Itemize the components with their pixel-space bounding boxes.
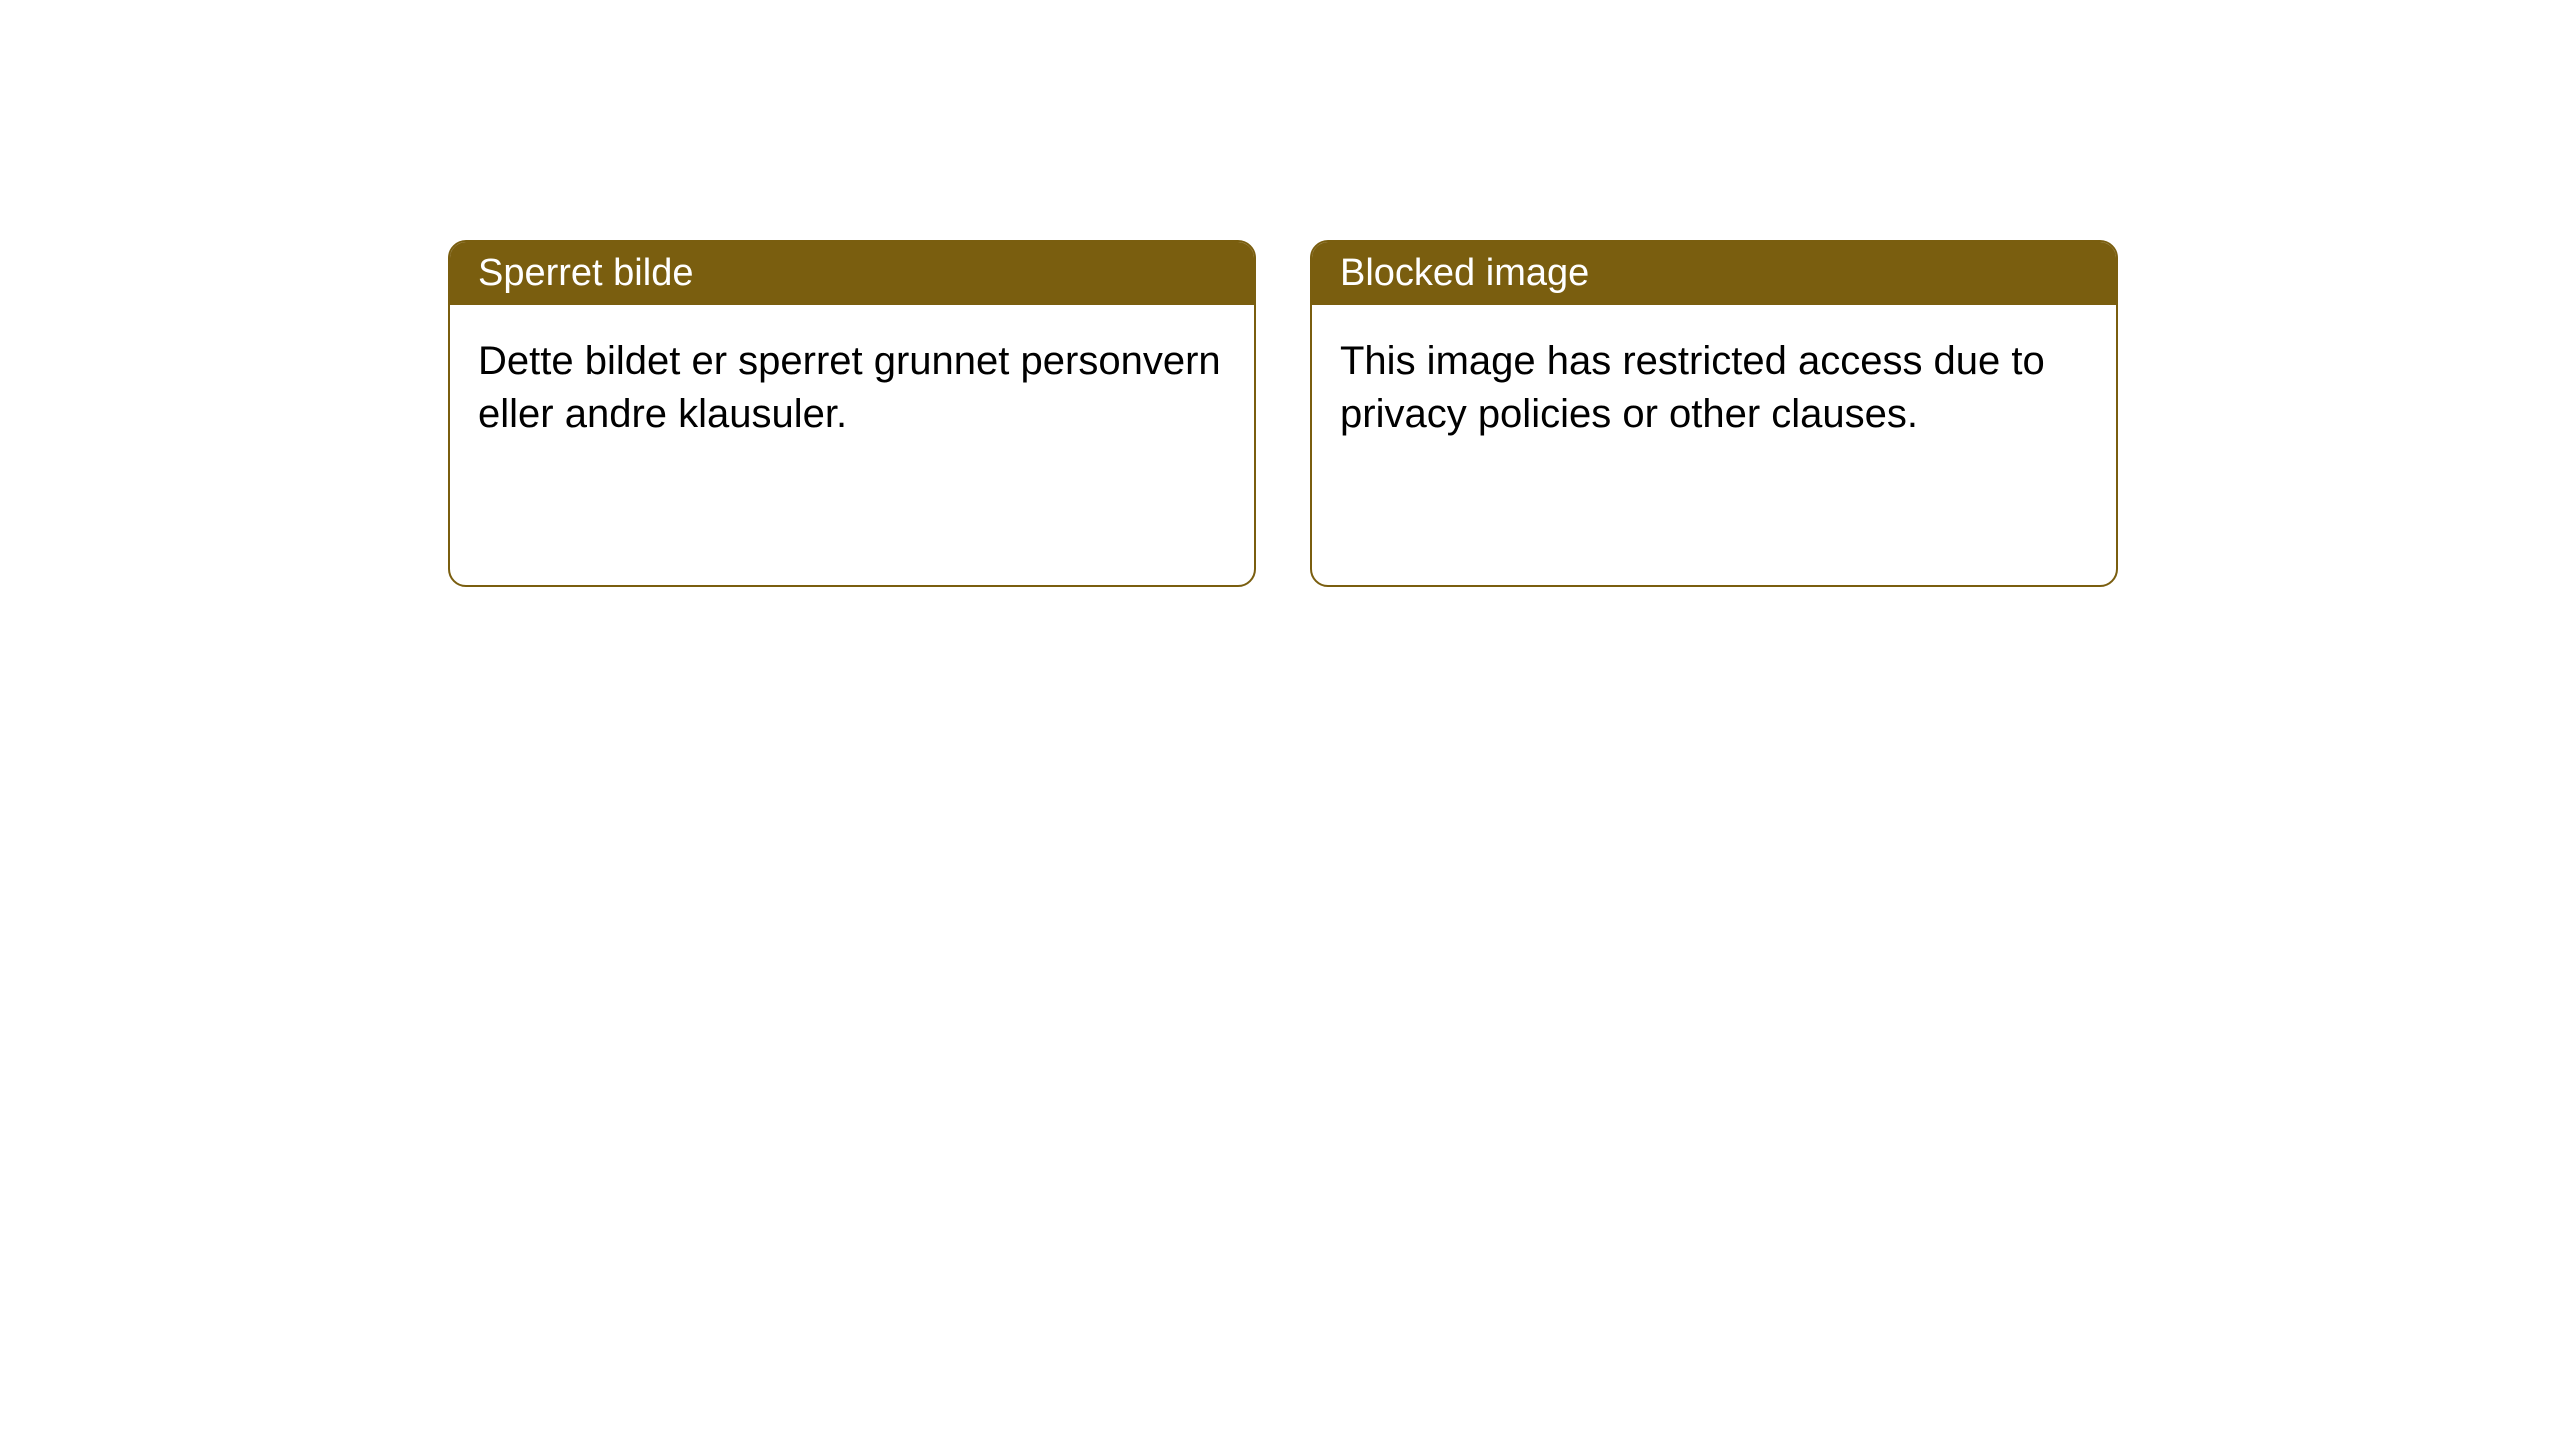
- notice-card-norwegian: Sperret bilde Dette bildet er sperret gr…: [448, 240, 1256, 587]
- notice-card-english: Blocked image This image has restricted …: [1310, 240, 2118, 587]
- notice-header: Sperret bilde: [450, 242, 1254, 305]
- notice-body: Dette bildet er sperret grunnet personve…: [450, 305, 1254, 585]
- notice-body: This image has restricted access due to …: [1312, 305, 2116, 585]
- notice-container: Sperret bilde Dette bildet er sperret gr…: [0, 0, 2560, 587]
- notice-header: Blocked image: [1312, 242, 2116, 305]
